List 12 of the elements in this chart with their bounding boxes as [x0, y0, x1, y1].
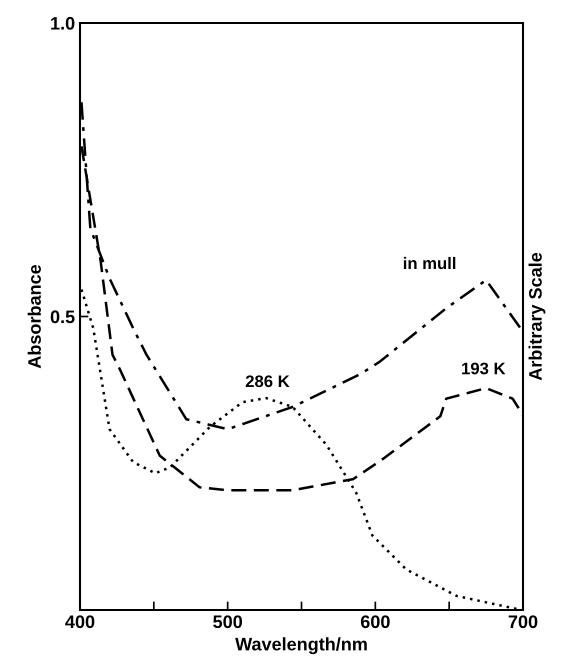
- x-tick-label: 700: [508, 615, 538, 628]
- y-tick-label: 0.5: [50, 310, 75, 324]
- x-tick-label: 400: [65, 615, 94, 628]
- y-axis-title: Absorbance: [28, 264, 41, 368]
- series-label: in mull: [404, 256, 456, 270]
- x-tick-label: 500: [213, 615, 242, 628]
- series-label: 193 K: [462, 362, 506, 374]
- y2-axis-title: Arbitrary Scale: [528, 252, 546, 380]
- series-label: 286 K: [246, 375, 290, 388]
- y-tick-label: 1.0: [51, 16, 74, 30]
- x-tick-label: 600: [360, 615, 390, 628]
- x-axis-title: Wavelength/nm: [235, 637, 367, 654]
